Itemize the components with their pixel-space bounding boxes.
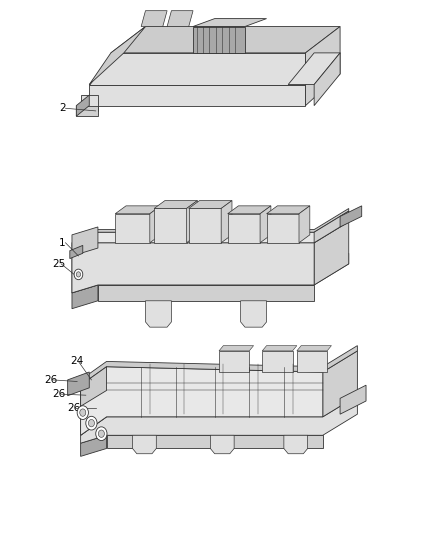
- Text: 2: 2: [59, 103, 66, 114]
- Polygon shape: [98, 253, 349, 285]
- Polygon shape: [314, 222, 349, 285]
- Circle shape: [99, 430, 104, 438]
- Circle shape: [86, 416, 97, 430]
- Polygon shape: [81, 435, 106, 456]
- Polygon shape: [89, 85, 305, 106]
- Text: 1: 1: [59, 238, 66, 248]
- Circle shape: [74, 269, 83, 280]
- Polygon shape: [145, 301, 171, 327]
- Polygon shape: [72, 248, 98, 293]
- Polygon shape: [81, 395, 357, 443]
- Polygon shape: [70, 245, 83, 259]
- Text: 26: 26: [67, 403, 80, 413]
- Polygon shape: [167, 11, 193, 27]
- Polygon shape: [81, 367, 106, 435]
- Polygon shape: [228, 214, 260, 243]
- Polygon shape: [221, 200, 232, 243]
- Circle shape: [88, 419, 95, 427]
- Circle shape: [80, 409, 86, 416]
- Polygon shape: [299, 206, 310, 243]
- Polygon shape: [89, 27, 145, 85]
- Polygon shape: [189, 208, 221, 243]
- Polygon shape: [72, 243, 314, 293]
- Polygon shape: [76, 106, 98, 116]
- Polygon shape: [150, 206, 161, 243]
- Polygon shape: [314, 53, 340, 106]
- Polygon shape: [262, 345, 297, 351]
- Polygon shape: [141, 11, 167, 27]
- Polygon shape: [98, 285, 314, 301]
- Polygon shape: [340, 206, 362, 227]
- Text: 24: 24: [70, 357, 83, 367]
- Polygon shape: [267, 206, 310, 214]
- Polygon shape: [81, 367, 323, 435]
- Polygon shape: [72, 211, 349, 256]
- Polygon shape: [210, 435, 234, 454]
- Text: 26: 26: [53, 389, 66, 399]
- Polygon shape: [81, 367, 106, 406]
- Polygon shape: [193, 19, 267, 27]
- Polygon shape: [72, 227, 98, 256]
- Polygon shape: [81, 95, 98, 111]
- Polygon shape: [115, 214, 150, 243]
- Polygon shape: [193, 27, 245, 53]
- Polygon shape: [219, 345, 254, 351]
- Polygon shape: [106, 435, 323, 448]
- Polygon shape: [187, 200, 198, 243]
- Polygon shape: [81, 345, 357, 385]
- Polygon shape: [89, 53, 305, 85]
- Polygon shape: [154, 200, 198, 208]
- Polygon shape: [297, 345, 332, 351]
- Polygon shape: [76, 95, 89, 116]
- Polygon shape: [89, 53, 340, 85]
- Polygon shape: [267, 214, 299, 243]
- Polygon shape: [340, 385, 366, 414]
- Polygon shape: [133, 435, 156, 454]
- Polygon shape: [323, 351, 357, 417]
- Polygon shape: [240, 301, 267, 327]
- Polygon shape: [284, 435, 307, 454]
- Polygon shape: [219, 351, 249, 372]
- Polygon shape: [115, 206, 161, 214]
- Polygon shape: [72, 285, 98, 309]
- Text: 25: 25: [53, 259, 66, 269]
- Polygon shape: [228, 206, 271, 214]
- Polygon shape: [111, 27, 340, 53]
- Polygon shape: [297, 351, 327, 372]
- Polygon shape: [288, 53, 340, 85]
- Polygon shape: [305, 27, 340, 85]
- Circle shape: [96, 427, 107, 441]
- Polygon shape: [67, 372, 89, 395]
- Polygon shape: [314, 211, 349, 243]
- Polygon shape: [154, 208, 187, 243]
- Polygon shape: [262, 351, 293, 372]
- Circle shape: [77, 406, 88, 419]
- Polygon shape: [305, 53, 340, 106]
- Polygon shape: [260, 206, 271, 243]
- Text: 26: 26: [44, 375, 57, 385]
- Polygon shape: [72, 208, 349, 245]
- Polygon shape: [189, 200, 232, 208]
- Circle shape: [76, 272, 81, 277]
